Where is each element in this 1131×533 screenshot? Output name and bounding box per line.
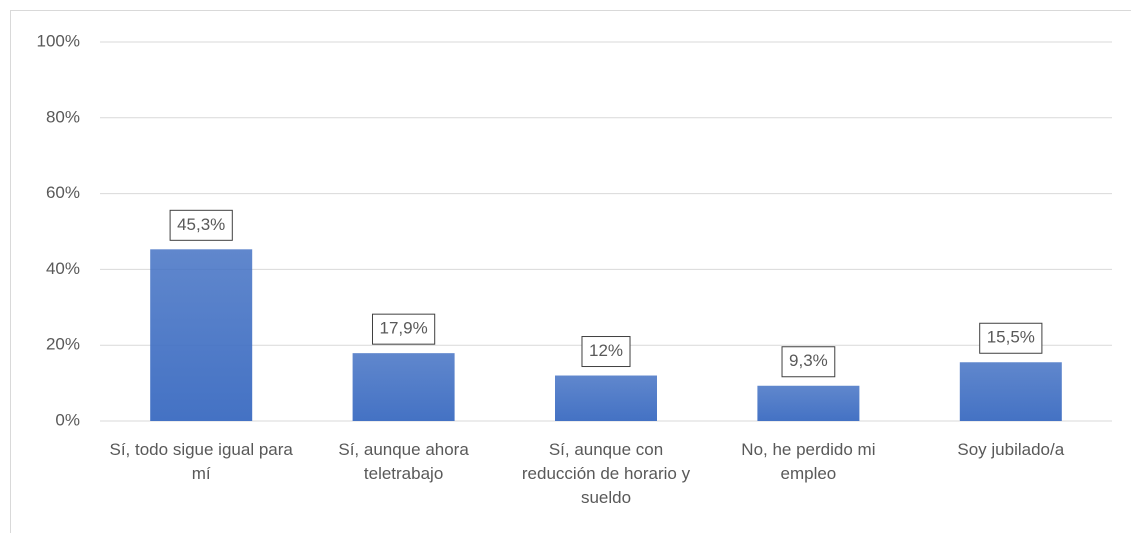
- bar: [959, 362, 1062, 421]
- y-tick-label: 60%: [46, 183, 80, 202]
- y-tick-label: 20%: [46, 335, 80, 354]
- bar: [150, 249, 253, 421]
- bar: [555, 375, 657, 421]
- data-label-box: [979, 322, 1043, 354]
- x-tick-label: Sí, aunque con reducción de horario y su…: [521, 440, 691, 507]
- y-tick-label: 80%: [46, 107, 80, 126]
- data-label: 45,3%: [177, 215, 225, 234]
- x-tick-label: Sí, todo sigue igual para mí: [109, 440, 293, 483]
- chart-border: [10, 10, 1131, 533]
- data-label: 15,5%: [987, 328, 1035, 347]
- data-label-box: [781, 346, 836, 378]
- data-label: 12%: [589, 341, 623, 360]
- y-tick-label: 100%: [37, 31, 80, 50]
- data-label: 9,3%: [789, 351, 828, 370]
- bar: [757, 385, 860, 421]
- y-tick-label: 0%: [55, 410, 80, 429]
- data-label-box: [169, 209, 233, 241]
- bar: [352, 353, 455, 421]
- data-label-box: [371, 313, 436, 345]
- y-tick-label: 40%: [46, 259, 80, 278]
- x-tick-label: No, he perdido mi empleo: [741, 440, 876, 483]
- data-label-box: [581, 336, 631, 368]
- x-tick-label: Sí, aunque ahora teletrabajo: [338, 440, 469, 483]
- x-tick-label: Soy jubilado/a: [957, 440, 1065, 459]
- data-label: 17,9%: [379, 319, 427, 338]
